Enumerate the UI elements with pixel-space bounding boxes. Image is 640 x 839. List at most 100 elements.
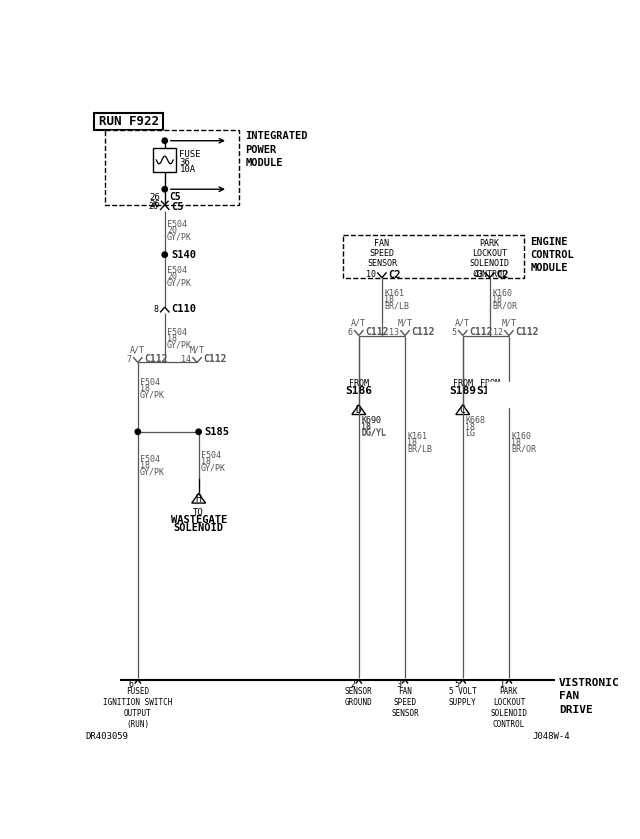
Text: 43: 43	[474, 270, 484, 279]
Text: 18: 18	[511, 438, 521, 447]
Text: F504: F504	[167, 220, 187, 229]
Text: C112: C112	[365, 327, 388, 337]
Text: VISTRONIC
FAN
DRIVE: VISTRONIC FAN DRIVE	[559, 678, 620, 715]
Text: C112: C112	[204, 354, 227, 364]
Text: FROM: FROM	[480, 379, 500, 388]
Text: C: C	[487, 405, 493, 415]
Text: K668: K668	[465, 416, 485, 425]
Text: C2: C2	[496, 269, 508, 279]
Circle shape	[162, 186, 168, 192]
Text: D: D	[356, 405, 362, 415]
Text: SENSOR
GROUND: SENSOR GROUND	[345, 686, 372, 706]
Text: BR/LB: BR/LB	[384, 302, 409, 310]
Text: DG/YL: DG/YL	[361, 429, 386, 438]
Text: DG/YL: DG/YL	[361, 428, 386, 437]
Text: 5: 5	[454, 680, 459, 690]
Polygon shape	[488, 382, 528, 407]
Text: SOLENOID: SOLENOID	[173, 523, 223, 533]
Text: 6: 6	[129, 680, 134, 690]
Text: 18: 18	[384, 295, 394, 305]
Text: 12: 12	[493, 328, 503, 337]
Text: FAN
SPEED
SENSOR: FAN SPEED SENSOR	[391, 686, 419, 718]
Text: 10A: 10A	[179, 164, 195, 174]
Text: C2: C2	[388, 269, 401, 279]
Text: K690: K690	[361, 416, 381, 425]
Text: S189: S189	[449, 386, 476, 396]
Text: 10: 10	[365, 270, 376, 279]
Text: 18: 18	[201, 457, 211, 466]
Text: C5: C5	[171, 202, 184, 212]
Text: C110: C110	[171, 305, 196, 315]
Text: GY/PK: GY/PK	[167, 340, 192, 349]
Text: PARK
LOCKOUT
SOLENOID
CONTROL: PARK LOCKOUT SOLENOID CONTROL	[490, 686, 527, 729]
Text: C112: C112	[469, 327, 492, 337]
Text: 5 VOLT
SUPPLY: 5 VOLT SUPPLY	[449, 686, 477, 706]
Text: C: C	[460, 405, 466, 415]
Text: 18: 18	[465, 423, 475, 431]
Text: FROM: FROM	[452, 379, 473, 388]
Text: LG: LG	[465, 429, 475, 438]
Text: 18: 18	[407, 438, 417, 447]
Circle shape	[162, 252, 168, 258]
Text: GY/PK: GY/PK	[167, 279, 192, 288]
Circle shape	[196, 429, 202, 435]
Text: J048W-4: J048W-4	[533, 732, 570, 741]
Text: K160: K160	[511, 432, 531, 440]
Text: C112: C112	[144, 354, 168, 364]
Text: GY/PK: GY/PK	[201, 463, 226, 472]
Text: BR/OR: BR/OR	[511, 444, 536, 453]
FancyBboxPatch shape	[153, 149, 176, 171]
Text: K161: K161	[407, 432, 428, 440]
Circle shape	[162, 138, 168, 143]
Text: 5: 5	[452, 328, 456, 337]
Text: M/T: M/T	[502, 319, 516, 328]
Text: A/T: A/T	[351, 319, 366, 328]
Text: 2: 2	[350, 680, 355, 690]
Text: 7: 7	[127, 355, 132, 364]
Text: C112: C112	[411, 327, 435, 337]
Text: DR403059: DR403059	[86, 732, 129, 741]
Text: GY/PK: GY/PK	[140, 467, 165, 477]
Text: FUSE: FUSE	[179, 150, 201, 159]
Text: ENGINE
CONTROL
MODULE: ENGINE CONTROL MODULE	[531, 237, 574, 274]
Text: F504: F504	[201, 451, 221, 460]
Text: 20: 20	[167, 227, 177, 235]
Text: F504: F504	[140, 455, 160, 464]
Text: 13: 13	[389, 328, 399, 337]
Text: 26: 26	[149, 201, 160, 209]
Text: GY/PK: GY/PK	[167, 232, 192, 242]
Text: TO: TO	[193, 508, 204, 517]
FancyBboxPatch shape	[105, 130, 239, 205]
Text: 14: 14	[181, 355, 191, 364]
Text: K161: K161	[384, 289, 404, 299]
Text: 6: 6	[348, 328, 353, 337]
Text: FUSED
IGNITION SWITCH
OUTPUT
(RUN): FUSED IGNITION SWITCH OUTPUT (RUN)	[103, 686, 173, 729]
Text: 1: 1	[500, 680, 505, 690]
Text: 18: 18	[492, 295, 502, 305]
Text: 18: 18	[361, 422, 371, 430]
Text: S189: S189	[476, 386, 503, 396]
Text: K160: K160	[492, 289, 512, 299]
Text: 26: 26	[148, 202, 159, 211]
Text: C5: C5	[170, 191, 181, 201]
Text: F504: F504	[140, 378, 160, 387]
Text: 36: 36	[179, 158, 190, 167]
Text: 18: 18	[140, 461, 150, 470]
Text: S185: S185	[205, 427, 230, 437]
Text: F504: F504	[167, 266, 187, 275]
Text: M/T: M/T	[189, 346, 205, 355]
Text: K690: K690	[361, 415, 381, 425]
Text: 26: 26	[149, 192, 160, 201]
Text: 3: 3	[396, 680, 401, 690]
Text: A/T: A/T	[455, 319, 470, 328]
Text: 20: 20	[167, 273, 177, 281]
Text: M/T: M/T	[397, 319, 413, 328]
Text: 18: 18	[140, 384, 150, 393]
Text: S186: S186	[346, 386, 372, 396]
Text: H: H	[196, 494, 202, 504]
Text: GY/PK: GY/PK	[140, 390, 165, 399]
Text: S140: S140	[171, 250, 196, 260]
FancyBboxPatch shape	[344, 236, 524, 278]
Circle shape	[135, 429, 141, 435]
Text: RUN F922: RUN F922	[99, 115, 159, 128]
